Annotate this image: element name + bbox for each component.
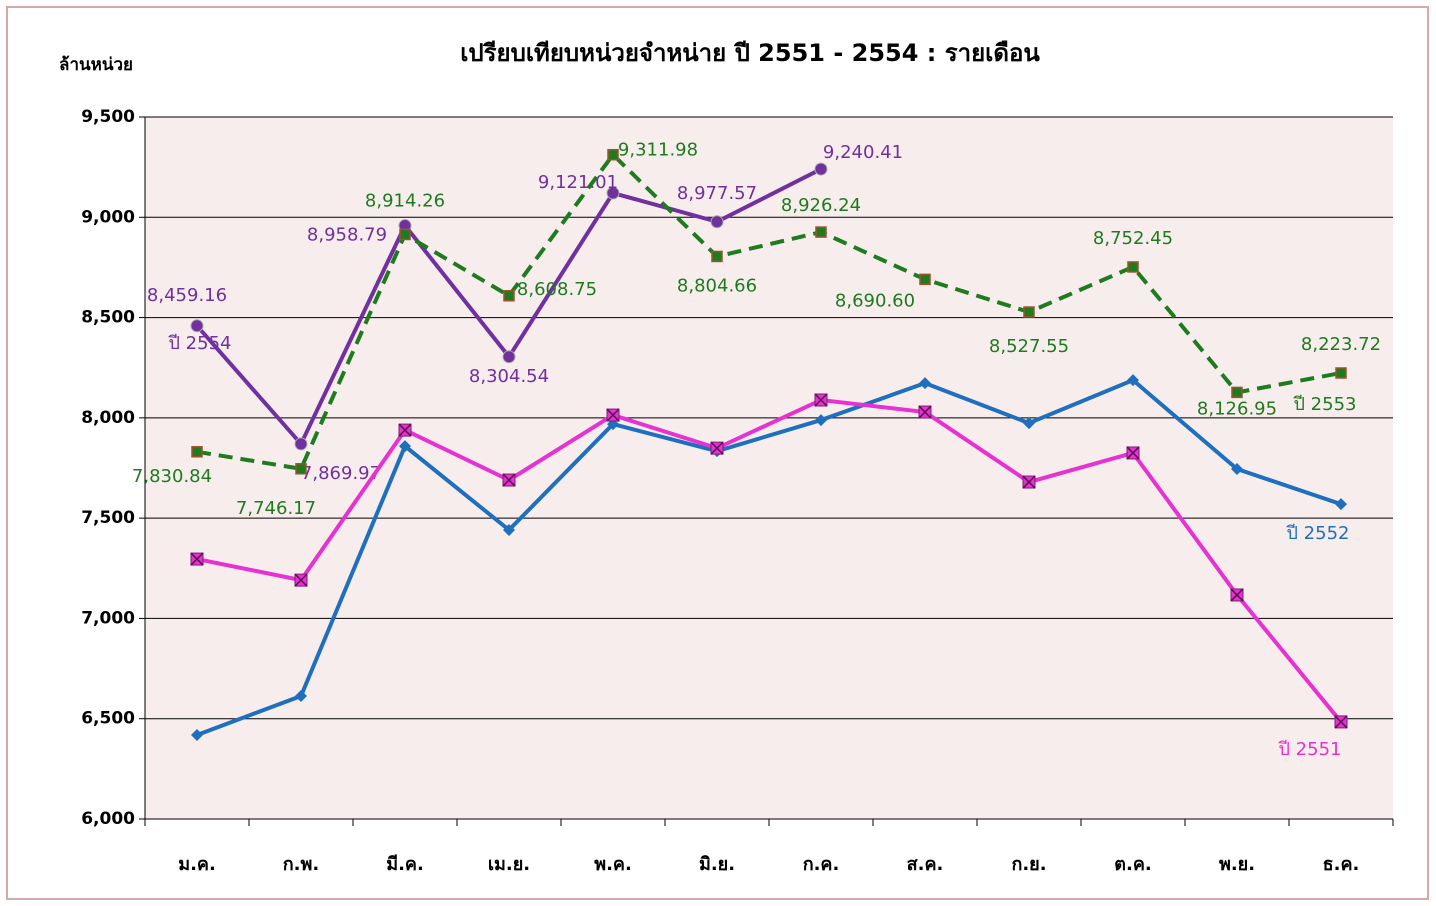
marker bbox=[1231, 463, 1243, 476]
marker bbox=[919, 273, 931, 286]
marker bbox=[502, 350, 516, 364]
data-label: 8,977.57 bbox=[677, 183, 757, 204]
marker-cross bbox=[918, 405, 932, 419]
data-label: 8,608.75 bbox=[517, 279, 597, 300]
series-line bbox=[196, 377, 1342, 737]
marker-cross bbox=[190, 552, 204, 566]
x-tick-label: มี.ค. bbox=[386, 854, 424, 875]
series-name: ปี 2551 bbox=[1278, 739, 1341, 760]
y-tick-label: 9,000 bbox=[81, 207, 135, 227]
marker bbox=[710, 215, 724, 229]
x-tick-label: ก.ย. bbox=[1011, 854, 1046, 875]
marker-cross bbox=[502, 473, 516, 487]
marker-cross bbox=[1022, 475, 1036, 489]
chart-title: เปรียบเทียบหน่วยจำหน่าย ปี 2551 - 2554 :… bbox=[460, 39, 1040, 67]
marker bbox=[1335, 498, 1347, 511]
data-label: 7,869.97 bbox=[301, 463, 381, 484]
data-label: 8,914.26 bbox=[365, 190, 445, 211]
x-tick-label: ก.ค. bbox=[803, 854, 840, 875]
x-tick-label: มิ.ย. bbox=[699, 854, 735, 875]
series-line bbox=[196, 397, 1343, 724]
data-label: 9,311.98 bbox=[618, 140, 698, 161]
data-label: 8,527.55 bbox=[989, 336, 1069, 357]
data-label: 8,926.24 bbox=[781, 195, 861, 216]
marker bbox=[503, 290, 515, 302]
marker bbox=[295, 463, 307, 475]
data-label: 8,958.79 bbox=[307, 225, 387, 246]
marker bbox=[1127, 374, 1139, 387]
y-tick-label: 8,000 bbox=[81, 408, 135, 428]
data-label: 8,752.45 bbox=[1093, 228, 1173, 249]
x-tick-label: ต.ค. bbox=[1114, 854, 1151, 875]
marker bbox=[711, 250, 723, 263]
x-tick-label: เม.ย. bbox=[488, 854, 530, 875]
series-name: ปี 2552 bbox=[1286, 523, 1349, 544]
marker bbox=[815, 414, 827, 427]
marker bbox=[294, 437, 308, 451]
y-tick-label: 9,500 bbox=[81, 107, 135, 127]
marker-cross bbox=[1126, 446, 1140, 460]
data-label: 9,240.41 bbox=[823, 142, 903, 163]
data-label: 8,459.16 bbox=[147, 285, 227, 306]
marker bbox=[295, 690, 307, 703]
series-line bbox=[196, 151, 1342, 471]
x-tick-label: พ.ย. bbox=[1219, 854, 1255, 875]
marker bbox=[814, 162, 828, 176]
x-tick-label: ม.ค. bbox=[178, 854, 216, 875]
marker bbox=[919, 377, 931, 390]
data-label: 9,121.01 bbox=[538, 172, 618, 193]
marker bbox=[503, 523, 515, 536]
y-tick-label: 8,500 bbox=[81, 308, 135, 328]
marker bbox=[190, 319, 204, 333]
marker bbox=[1023, 417, 1035, 430]
data-label: 8,690.60 bbox=[835, 290, 915, 311]
marker bbox=[607, 148, 619, 161]
plot-area bbox=[145, 117, 1393, 819]
series-name: ปี 2553 bbox=[1293, 394, 1356, 415]
marker bbox=[399, 440, 411, 453]
marker bbox=[1335, 367, 1347, 379]
marker bbox=[1127, 261, 1139, 273]
data-label: 8,223.72 bbox=[1301, 334, 1381, 355]
data-label: 8,304.54 bbox=[469, 366, 549, 387]
series-name: ปี 2554 bbox=[168, 333, 231, 354]
marker-cross bbox=[1334, 715, 1348, 729]
marker bbox=[399, 228, 411, 241]
x-tick-label: ก.พ. bbox=[283, 854, 319, 875]
y-tick-label: 6,000 bbox=[81, 809, 135, 829]
y-tick-label: 7,000 bbox=[81, 608, 135, 628]
data-label: 8,804.66 bbox=[677, 275, 757, 296]
marker bbox=[815, 226, 827, 238]
marker-cross bbox=[398, 423, 412, 437]
marker bbox=[1023, 306, 1035, 318]
data-label: 7,746.17 bbox=[236, 498, 316, 519]
marker-cross bbox=[294, 573, 308, 587]
y-axis-label: ล้านหน่วย bbox=[59, 55, 133, 75]
data-label: 8,126.95 bbox=[1197, 398, 1277, 419]
marker bbox=[191, 446, 203, 458]
marker-cross bbox=[814, 393, 828, 407]
marker bbox=[191, 728, 203, 741]
x-tick-label: ส.ค. bbox=[907, 854, 944, 875]
marker bbox=[606, 186, 620, 200]
x-tick-label: ธ.ค. bbox=[1323, 854, 1360, 875]
data-label: 7,830.84 bbox=[132, 466, 212, 487]
marker-cross bbox=[1230, 588, 1244, 602]
marker-cross bbox=[606, 408, 620, 422]
y-tick-label: 6,500 bbox=[81, 709, 135, 729]
y-tick-label: 7,500 bbox=[81, 508, 135, 528]
marker bbox=[1231, 386, 1243, 399]
x-tick-label: พ.ค. bbox=[594, 854, 632, 875]
marker-cross bbox=[710, 441, 724, 455]
